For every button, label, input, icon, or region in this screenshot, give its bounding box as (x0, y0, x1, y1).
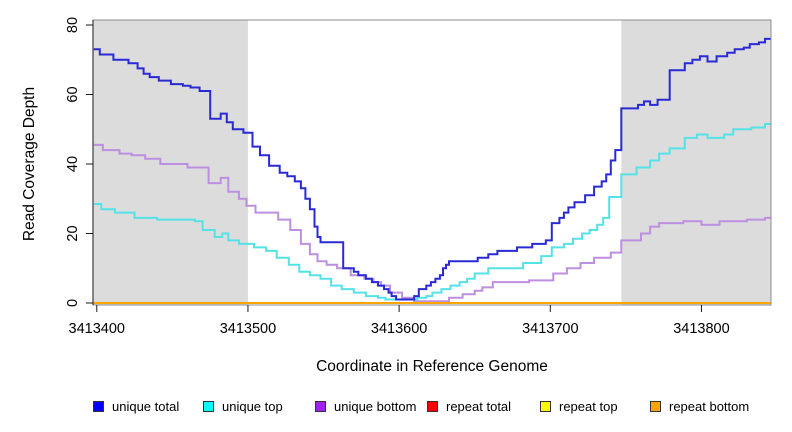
x-tick-label: 3413400 (69, 321, 125, 337)
y-axis-title: Read Coverage Depth (21, 86, 38, 242)
y-tick-label: 40 (65, 156, 81, 172)
legend-item-repeat-bottom: repeat bottom (650, 398, 750, 414)
legend-item-unique-bottom: unique bottom (315, 398, 417, 414)
legend-item-repeat-total: repeat total (427, 398, 512, 414)
repeat-total-swatch (427, 400, 438, 412)
unique-bottom-swatch (315, 400, 326, 412)
legend: unique total unique top unique bottom re… (0, 399, 792, 415)
x-tick-label: 3413600 (371, 321, 427, 337)
y-tick-label: 0 (65, 299, 81, 307)
legend-item-unique-total: unique total (93, 398, 180, 414)
legend-label: unique top (222, 398, 283, 414)
series-unique-total (93, 37, 771, 301)
repeat-bottom-swatch (650, 400, 661, 412)
x-tick-label: 3413700 (522, 321, 578, 337)
shaded-band (93, 20, 248, 305)
x-tick-label: 3413500 (220, 321, 276, 337)
legend-label: repeat bottom (669, 398, 750, 414)
x-axis-title: Coordinate in Reference Genome (316, 358, 548, 375)
shaded-band (621, 20, 771, 305)
legend-label: unique total (112, 398, 180, 414)
series-unique-top (93, 123, 771, 301)
legend-label: repeat total (446, 398, 512, 414)
repeat-top-swatch (540, 400, 551, 412)
legend-item-unique-top: unique top (203, 398, 283, 414)
series-unique-bottom (93, 143, 771, 303)
legend-item-repeat-top: repeat top (540, 398, 618, 414)
legend-label: repeat top (559, 398, 618, 414)
y-tick-label: 20 (65, 225, 81, 241)
x-tick-label: 3413800 (673, 321, 729, 337)
unique-total-swatch (93, 400, 104, 412)
legend-label: unique bottom (334, 398, 417, 414)
unique-top-swatch (203, 400, 214, 412)
y-tick-label: 60 (65, 86, 81, 102)
coverage-plot: 3413400 3413500 3413600 3413700 3413800 0 20 40… (65, 17, 772, 337)
y-tick-label: 80 (65, 17, 81, 33)
